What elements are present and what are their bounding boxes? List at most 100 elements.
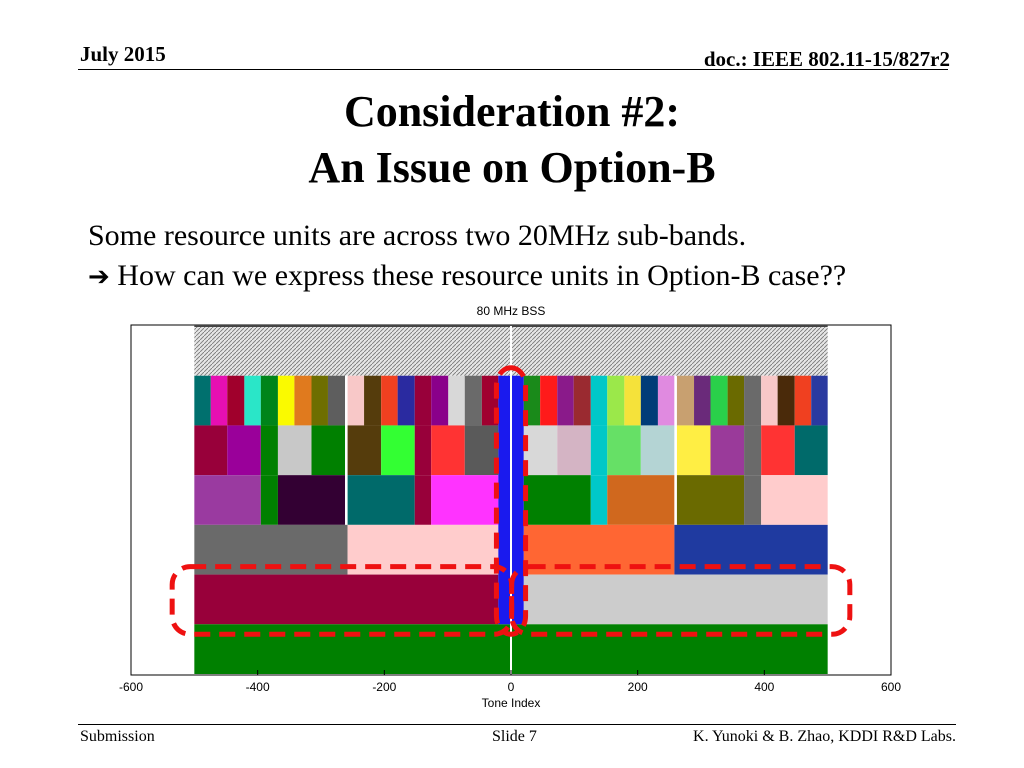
- highlight-box-0: [169, 564, 515, 637]
- ru-block-row3-1: [227, 425, 261, 476]
- ru-block-row2-26: [640, 375, 658, 426]
- x-tick-label--600: -600: [119, 680, 143, 694]
- ru-block-row4-12: [744, 475, 762, 525]
- ru-block-row2-13: [397, 375, 415, 426]
- ru-block-row2-12: [381, 375, 398, 426]
- ru-block-row2-2: [227, 375, 245, 426]
- annotation-layer: [169, 365, 853, 637]
- ru-block-row4-7: [523, 475, 591, 525]
- highlight-box-2: [493, 365, 529, 637]
- ru-block-row3-11: [523, 425, 558, 476]
- ru-block-row2-6: [294, 375, 312, 426]
- ru-block-row3-6: [347, 425, 382, 476]
- ru-block-row2-23: [590, 375, 608, 426]
- ru-block-row2-15: [431, 375, 449, 426]
- right-arrow-icon: ➔: [88, 262, 110, 292]
- ru-block-row3-7: [381, 425, 415, 476]
- ru-block-row2-20: [540, 375, 558, 426]
- x-tick-label-0: 0: [508, 680, 515, 694]
- ru-block-row4-5: [414, 475, 432, 525]
- ru-block-row3-20: [761, 425, 795, 476]
- ru-block-row2-24: [607, 375, 625, 426]
- slide-title-line2: An Issue on Option-B: [308, 143, 716, 192]
- ru-block-row3-19: [744, 425, 762, 476]
- header-doc-id: doc.: IEEE 802.11-15/827r2: [703, 47, 950, 71]
- ru-block-row4-0: [194, 475, 261, 525]
- ru-block-row3-15: [640, 425, 675, 476]
- header-divider: [78, 69, 948, 70]
- ru-block-row2-22: [573, 375, 591, 426]
- ru-block-row4-2: [277, 475, 346, 525]
- footer-slide-number: Slide 7: [492, 728, 537, 745]
- ru-block-row2-21: [557, 375, 574, 426]
- ru-block-row2-36: [794, 375, 812, 426]
- ru-block-row4-4: [347, 475, 415, 525]
- body-text-line2: ➔ How can we express these resource unit…: [88, 256, 846, 297]
- ru-block-row3-2: [260, 425, 278, 476]
- body-text-line1: Some resource units are across two 20MHz…: [88, 219, 747, 252]
- ru-block-row2-10: [347, 375, 365, 426]
- ru-block-row6-0: [194, 574, 499, 625]
- ru-block-row4-11: [676, 475, 745, 525]
- ru-block-row2-3: [244, 375, 261, 426]
- ru-block-row2-37: [811, 375, 828, 426]
- ru-block-row5-2: [523, 524, 675, 575]
- ru-block-row2-0: [194, 375, 211, 426]
- ru-block-row3-8: [414, 425, 432, 476]
- ru-block-row2-16: [448, 375, 465, 426]
- ru-block-row2-34: [761, 375, 778, 426]
- ru-block-row6-1: [523, 574, 828, 625]
- ru-block-row2-11: [364, 375, 382, 426]
- footer-submission: Submission: [80, 728, 155, 745]
- ru-block-row2-9: [345, 375, 348, 426]
- ru-allocation-chart: 80 MHz BSS -600 -400 -200 0 200 400 600 Tone I…: [119, 304, 901, 710]
- ru-block-row4-3: [345, 475, 348, 525]
- x-tick-label--200: -200: [372, 680, 396, 694]
- ru-block-row2-30: [694, 375, 711, 426]
- ru-block-row2-1: [210, 375, 228, 426]
- ru-block-row2-25: [624, 375, 641, 426]
- ru-block-row3-13: [590, 425, 608, 476]
- chart-title: 80 MHz BSS: [477, 304, 546, 318]
- ru-block-row3-12: [557, 425, 591, 476]
- ru-block-row2-17: [464, 375, 482, 426]
- ru-block-row5-3: [674, 524, 828, 575]
- ru-block-row2-27: [657, 375, 675, 426]
- ru-block-row4-1: [260, 475, 278, 525]
- ru-block-row3-4: [311, 425, 346, 476]
- ru-block-row2-14: [414, 375, 432, 426]
- ru-block-row2-4: [260, 375, 278, 426]
- ru-block-row2-28: [674, 375, 677, 426]
- ru-block-row4-10: [674, 475, 677, 525]
- x-tick-label-400: 400: [754, 680, 774, 694]
- ru-block-row3-21: [794, 425, 828, 476]
- ru-block-row4-13: [761, 475, 828, 525]
- ru-block-row4-8: [590, 475, 608, 525]
- footer-divider: [78, 724, 956, 725]
- ru-block-row2-8: [327, 375, 346, 426]
- ru-block-row2-7: [311, 375, 328, 426]
- ru-block-row3-10: [464, 425, 499, 476]
- x-tick-label-200: 200: [628, 680, 648, 694]
- ru-block-row2-5: [277, 375, 295, 426]
- x-axis: -600 -400 -200 0 200 400 600: [119, 670, 901, 694]
- highlight-box-1: [509, 564, 853, 637]
- ru-block-row3-18: [710, 425, 745, 476]
- x-tick-label--400: -400: [246, 680, 270, 694]
- header-date: July 2015: [80, 42, 166, 66]
- ru-block-row3-17: [676, 425, 711, 476]
- ru-block-row3-9: [431, 425, 465, 476]
- ru-block-row3-5: [345, 425, 348, 476]
- ru-block-row3-16: [674, 425, 677, 476]
- slide-title-line1: Consideration #2:: [343, 87, 681, 136]
- ru-block-row4-9: [607, 475, 675, 525]
- ru-block-row2-32: [727, 375, 745, 426]
- ru-block-row2-31: [710, 375, 728, 426]
- ru-block-row3-0: [194, 425, 228, 476]
- ru-block-row2-29: [676, 375, 695, 426]
- footer-authors: K. Yunoki & B. Zhao, KDDI R&D Labs.: [693, 728, 956, 745]
- ru-block-row3-14: [607, 425, 641, 476]
- ru-block-row2-33: [744, 375, 762, 426]
- ru-block-row3-3: [277, 425, 312, 476]
- x-axis-label: Tone Index: [482, 696, 541, 710]
